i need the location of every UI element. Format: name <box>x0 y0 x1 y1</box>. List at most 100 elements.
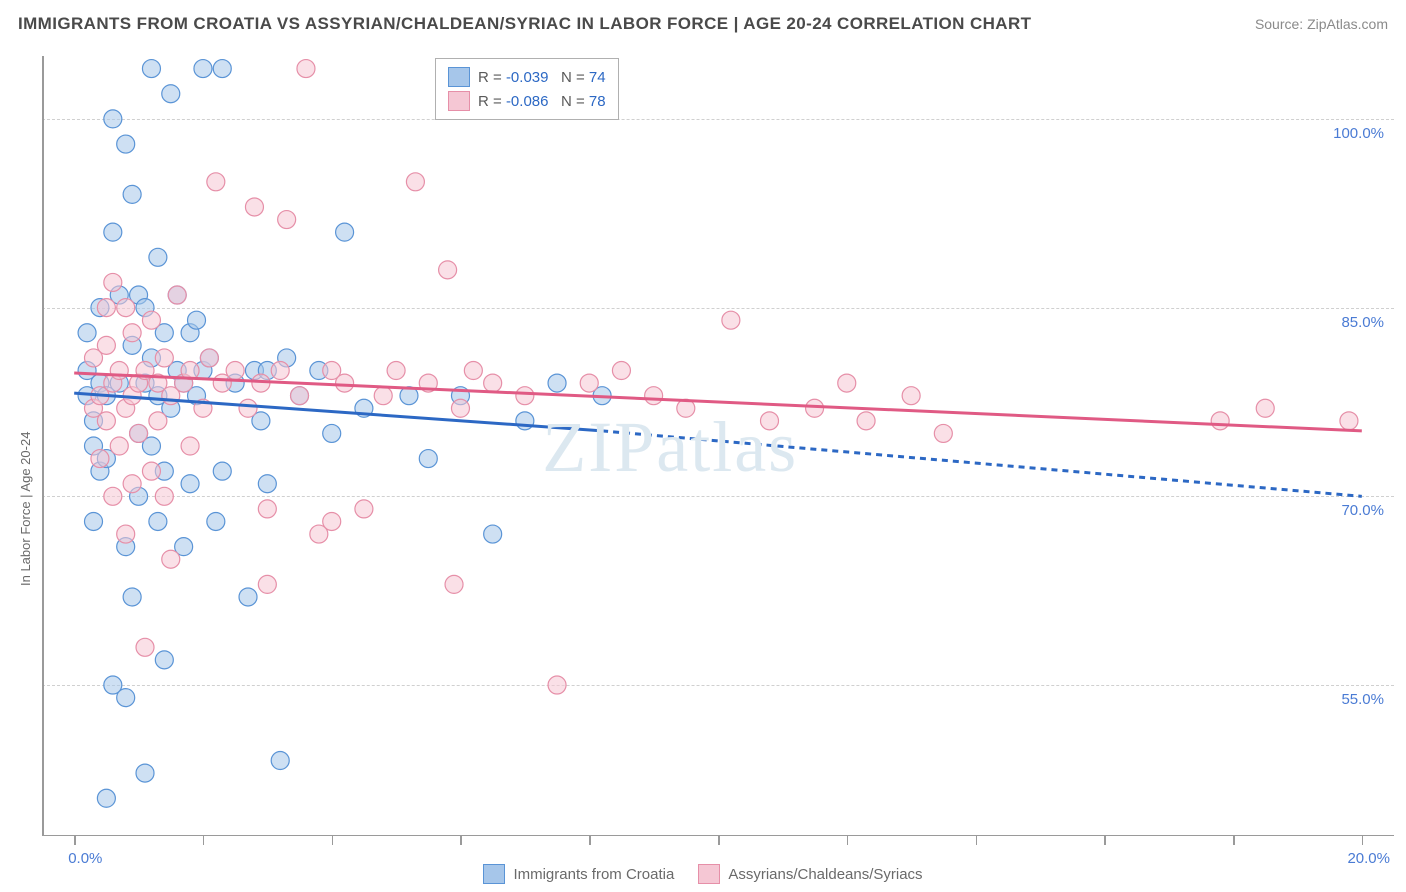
scatter-point <box>194 60 212 78</box>
scatter-point <box>213 462 231 480</box>
scatter-point <box>580 374 598 392</box>
scatter-point <box>117 135 135 153</box>
chart-title: IMMIGRANTS FROM CROATIA VS ASSYRIAN/CHAL… <box>18 14 1031 34</box>
scatter-point <box>155 651 173 669</box>
chart-source: Source: ZipAtlas.com <box>1255 16 1388 32</box>
scatter-point <box>117 689 135 707</box>
scatter-point <box>516 387 534 405</box>
scatter-point <box>484 374 502 392</box>
scatter-point <box>117 525 135 543</box>
scatter-point <box>245 198 263 216</box>
scatter-point <box>464 362 482 380</box>
scatter-point <box>85 512 103 530</box>
x-tick-mark <box>1104 836 1106 845</box>
scatter-point <box>149 248 167 266</box>
scatter-point <box>123 588 141 606</box>
scatter-point <box>136 638 154 656</box>
scatter-point <box>336 374 354 392</box>
legend-swatch <box>448 67 470 87</box>
chart-header: IMMIGRANTS FROM CROATIA VS ASSYRIAN/CHAL… <box>0 0 1406 48</box>
scatter-point <box>117 299 135 317</box>
scatter-point <box>902 387 920 405</box>
bottom-legend-item: Immigrants from Croatia <box>483 864 674 884</box>
scatter-point <box>419 450 437 468</box>
scatter-point <box>484 525 502 543</box>
scatter-point <box>336 223 354 241</box>
chart-svg <box>42 56 1394 836</box>
scatter-point <box>207 173 225 191</box>
scatter-point <box>323 512 341 530</box>
scatter-point <box>226 362 244 380</box>
x-tick-mark <box>1362 836 1364 845</box>
scatter-point <box>149 512 167 530</box>
scatter-point <box>123 475 141 493</box>
scatter-point <box>200 349 218 367</box>
trend-line <box>602 431 1362 496</box>
scatter-point <box>838 374 856 392</box>
scatter-point <box>130 424 148 442</box>
correlation-legend: R = -0.039 N = 74 R = -0.086 N = 78 <box>435 58 619 120</box>
scatter-point <box>258 500 276 518</box>
scatter-point <box>445 575 463 593</box>
scatter-point <box>213 60 231 78</box>
legend-row: R = -0.086 N = 78 <box>448 89 606 113</box>
scatter-point <box>934 424 952 442</box>
legend-swatch <box>483 864 505 884</box>
x-tick-mark <box>460 836 462 845</box>
scatter-point <box>181 437 199 455</box>
x-tick-mark <box>847 836 849 845</box>
scatter-point <box>155 349 173 367</box>
scatter-point <box>258 575 276 593</box>
scatter-point <box>1340 412 1358 430</box>
x-tick-mark <box>718 836 720 845</box>
scatter-point <box>123 185 141 203</box>
scatter-point <box>645 387 663 405</box>
series-legend: Immigrants from Croatia Assyrians/Chaldea… <box>0 864 1406 884</box>
scatter-point <box>91 450 109 468</box>
scatter-point <box>323 424 341 442</box>
scatter-point <box>104 487 122 505</box>
scatter-point <box>857 412 875 430</box>
scatter-point <box>78 324 96 342</box>
scatter-point <box>239 588 257 606</box>
scatter-point <box>406 173 424 191</box>
scatter-point <box>374 387 392 405</box>
scatter-point <box>104 273 122 291</box>
x-tick-mark <box>976 836 978 845</box>
y-axis-label: In Labor Force | Age 20-24 <box>18 432 33 586</box>
scatter-point <box>207 512 225 530</box>
scatter-point <box>142 311 160 329</box>
scatter-point <box>181 475 199 493</box>
scatter-point <box>149 412 167 430</box>
scatter-point <box>188 311 206 329</box>
scatter-point <box>761 412 779 430</box>
scatter-point <box>142 462 160 480</box>
legend-row: R = -0.039 N = 74 <box>448 65 606 89</box>
scatter-point <box>97 336 115 354</box>
legend-stats: R = -0.039 N = 74 <box>478 69 606 86</box>
scatter-point <box>162 85 180 103</box>
scatter-point <box>387 362 405 380</box>
legend-stats: R = -0.086 N = 78 <box>478 93 606 110</box>
legend-swatch <box>698 864 720 884</box>
x-tick-mark <box>589 836 591 845</box>
bottom-legend-item: Assyrians/Chaldeans/Syriacs <box>698 864 922 884</box>
scatter-point <box>162 550 180 568</box>
scatter-point <box>110 437 128 455</box>
scatter-point <box>548 374 566 392</box>
scatter-point <box>97 299 115 317</box>
scatter-point <box>297 60 315 78</box>
scatter-point <box>451 399 469 417</box>
scatter-point <box>155 487 173 505</box>
scatter-point <box>97 789 115 807</box>
legend-swatch <box>448 91 470 111</box>
scatter-point <box>104 110 122 128</box>
scatter-point <box>104 223 122 241</box>
scatter-point <box>722 311 740 329</box>
scatter-point <box>239 399 257 417</box>
scatter-point <box>97 412 115 430</box>
scatter-point <box>1211 412 1229 430</box>
scatter-point <box>258 475 276 493</box>
x-tick-mark <box>1233 836 1235 845</box>
scatter-point <box>168 286 186 304</box>
